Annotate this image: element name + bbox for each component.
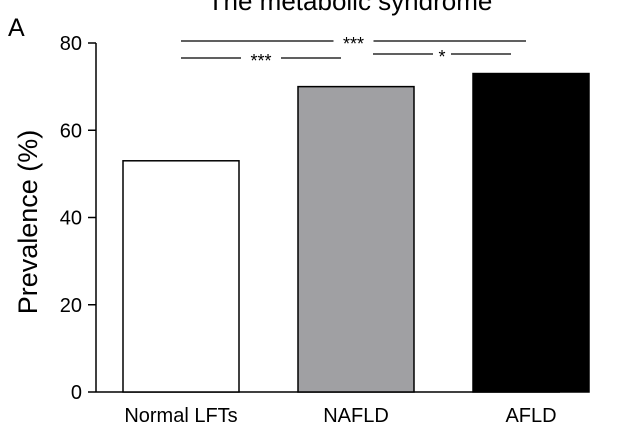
y-ticks: 0 20 40 60 80 bbox=[60, 33, 96, 404]
category-labels: Normal LFTs NAFLD AFLD bbox=[124, 405, 556, 427]
y-axis-label: Prevalence (%) bbox=[13, 130, 43, 315]
y-tick-label: 60 bbox=[60, 120, 82, 142]
bars bbox=[122, 72, 590, 393]
chart-title: The metabolic syndrome bbox=[208, 0, 493, 16]
x-category-label: Normal LFTs bbox=[124, 405, 237, 427]
y-tick-label: 20 bbox=[60, 295, 82, 317]
significance-label: *** bbox=[250, 51, 271, 71]
bar-nafld bbox=[297, 85, 415, 393]
significance-label: * bbox=[438, 47, 445, 67]
y-tick-label: 0 bbox=[71, 382, 82, 404]
y-tick-label: 80 bbox=[60, 33, 82, 55]
significance-annotations: ******* bbox=[181, 34, 526, 71]
y-tick-label: 40 bbox=[60, 208, 82, 230]
significance-label: *** bbox=[343, 34, 364, 54]
x-category-label: NAFLD bbox=[323, 405, 389, 427]
panel-label: A bbox=[8, 14, 25, 42]
x-category-label: AFLD bbox=[505, 405, 556, 427]
bar-normal-lfts bbox=[122, 160, 240, 393]
bar-afld bbox=[472, 72, 590, 393]
